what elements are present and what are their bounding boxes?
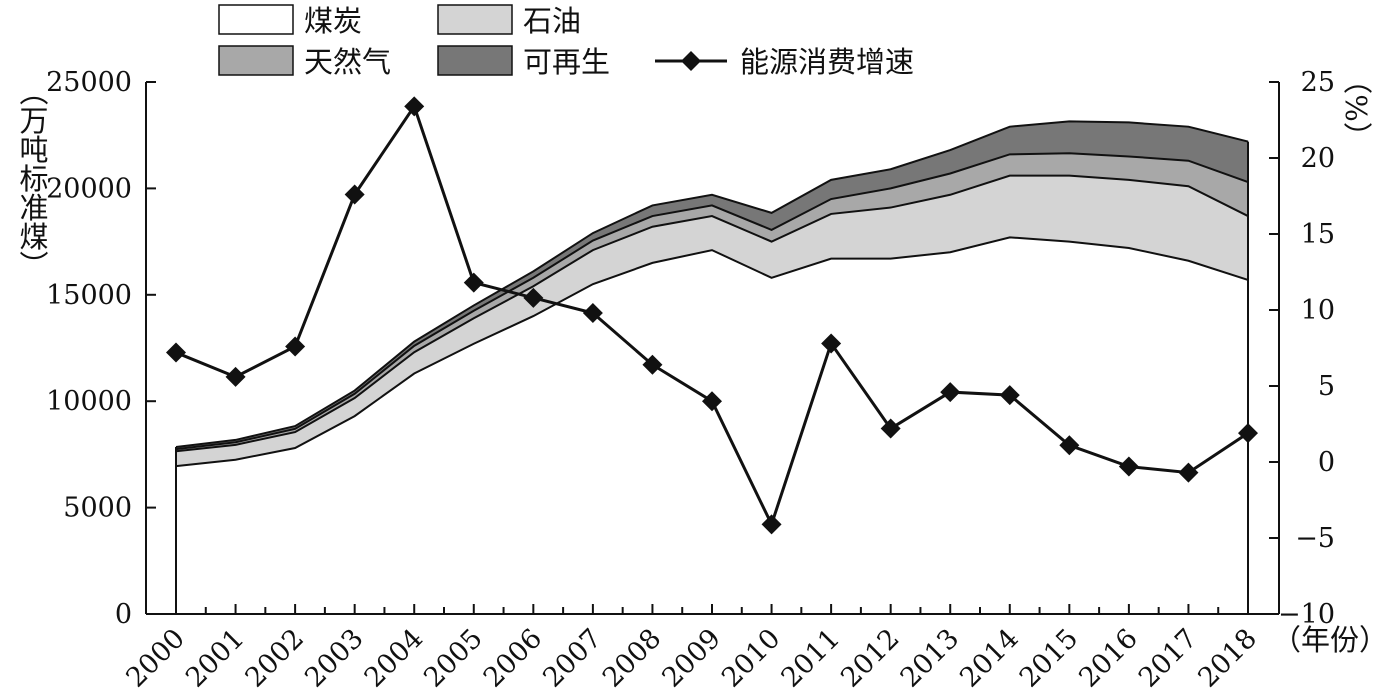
- growth-marker-2005: [463, 272, 484, 293]
- left-tick-label: 10000: [46, 386, 132, 417]
- area-outline-oil: [175, 174, 1249, 453]
- legend: 煤炭 石油 天然气 可再生 能源消费增速: [218, 4, 914, 79]
- growth-marker-2007: [582, 303, 603, 324]
- area-outline-renewable: [175, 120, 1249, 448]
- right-tick-label: 25: [1301, 67, 1335, 98]
- growth-marker-2014: [999, 385, 1020, 406]
- area-gas: [176, 153, 1248, 452]
- x-tick-label: 2016: [1073, 623, 1144, 694]
- x-tick-label: 2014: [954, 623, 1025, 694]
- growth-marker-2004: [404, 96, 425, 117]
- legend-item-renewable: 可再生: [437, 45, 610, 79]
- area-outlines: [175, 120, 1249, 614]
- growth-marker-2011: [821, 333, 842, 354]
- area-coal: [176, 237, 1248, 614]
- left-tick-label: 25000: [46, 67, 132, 98]
- legend-swatch-renewable: [437, 45, 513, 76]
- x-tick-label: 2004: [359, 623, 430, 694]
- left-tick-label: 0: [115, 599, 132, 630]
- legend-item-gas: 天然气: [218, 45, 391, 79]
- stacked-area-layers: [176, 121, 1248, 614]
- x-tick-label: 2000: [120, 623, 191, 694]
- area-outline-gas: [175, 152, 1249, 451]
- legend-label-gas: 天然气: [304, 45, 391, 79]
- left-tick-label: 20000: [46, 173, 132, 204]
- right-tick-label: 15: [1301, 219, 1335, 250]
- left-axis-ticks: 0 5000 10000 15000 20000 25000: [46, 67, 156, 630]
- legend-label-oil: 石油: [523, 4, 581, 38]
- x-tick-label: 2005: [418, 623, 489, 694]
- x-tick-label: 2010: [716, 623, 787, 694]
- right-tick-label: 5: [1318, 371, 1335, 402]
- right-axis-title: （%）: [1339, 65, 1373, 151]
- x-axis-ticks: 2000200120022003200420052006200720082009…: [120, 604, 1263, 694]
- right-tick-label: 20: [1301, 143, 1335, 174]
- right-tick-label: −5: [1295, 523, 1335, 554]
- growth-marker-2016: [1118, 456, 1139, 477]
- x-tick-label: 2007: [537, 623, 608, 694]
- legend-label-renewable: 可再生: [523, 45, 610, 79]
- growth-marker-2009: [702, 391, 722, 412]
- x-tick-label: 2011: [776, 623, 847, 694]
- legend-item-coal: 煤炭: [218, 4, 362, 38]
- x-tick-label: 2018: [1192, 623, 1263, 694]
- x-tick-label: 2003: [299, 623, 370, 694]
- growth-marker-2003: [344, 184, 365, 205]
- left-tick-label: 15000: [46, 280, 132, 311]
- legend-item-growth: 能源消费增速: [655, 45, 914, 79]
- growth-marker-2001: [225, 366, 246, 387]
- x-tick-label: 2017: [1133, 623, 1204, 694]
- legend-item-oil: 石油: [437, 4, 581, 38]
- growth-marker-2000: [166, 342, 186, 363]
- area-renewable: [176, 121, 1248, 450]
- right-tick-label: 0: [1318, 447, 1335, 478]
- x-tick-label: 2015: [1014, 623, 1085, 694]
- legend-swatch-coal: [218, 4, 294, 35]
- growth-marker-2006: [523, 287, 544, 308]
- x-tick-label: 2001: [180, 623, 251, 694]
- growth-marker-2002: [285, 336, 306, 357]
- area-outline-coal: [175, 236, 1249, 468]
- legend-label-growth: 能源消费增速: [740, 45, 914, 79]
- growth-marker-2010: [761, 514, 782, 535]
- right-tick-label: 10: [1301, 295, 1335, 326]
- legend-label-coal: 煤炭: [304, 4, 362, 38]
- growth-marker-2018: [1238, 423, 1258, 444]
- x-tick-label: 2013: [895, 623, 966, 694]
- x-tick-label: 2008: [597, 623, 668, 694]
- growth-marker-2013: [940, 382, 961, 403]
- x-tick-label: 2002: [240, 623, 311, 694]
- growth-marker-2017: [1178, 462, 1199, 483]
- left-axis-title: （万吨标准煤）: [15, 77, 49, 280]
- x-tick-label: 2006: [478, 623, 549, 694]
- growth-marker-2008: [642, 354, 663, 375]
- left-tick-label: 5000: [63, 493, 132, 524]
- legend-swatch-oil: [437, 4, 513, 35]
- growth-rate-markers: [166, 96, 1258, 535]
- x-axis-title: （年份）: [1272, 623, 1388, 657]
- growth-marker-2015: [1059, 435, 1080, 456]
- area-oil: [176, 175, 1248, 467]
- growth-marker-2012: [880, 418, 901, 439]
- x-tick-label: 2009: [656, 623, 727, 694]
- legend-swatch-gas: [218, 45, 294, 76]
- right-tick-label: −10: [1278, 599, 1335, 630]
- right-axis-ticks: −10 −5 0 5 10 15 20 25: [1269, 67, 1335, 630]
- x-tick-label: 2012: [835, 623, 906, 694]
- legend-diamond-icon: [681, 51, 701, 71]
